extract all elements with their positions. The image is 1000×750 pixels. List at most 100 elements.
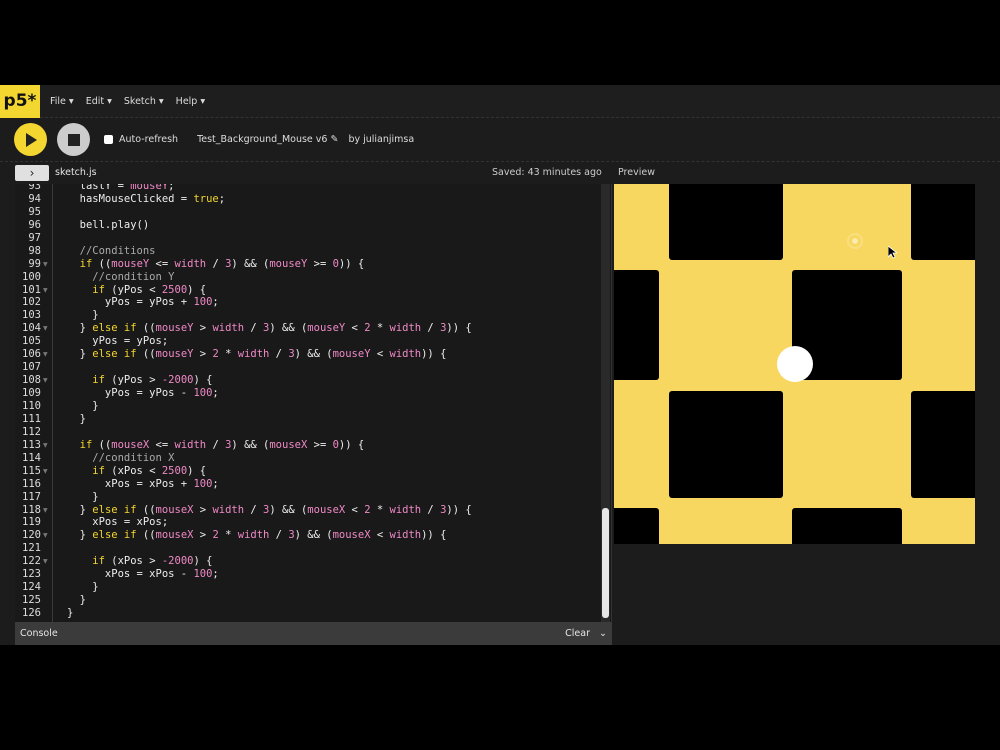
black-square: [669, 184, 783, 260]
fold-arrow-icon[interactable]: ▼: [43, 506, 48, 514]
menu-bar: p5* File ▾ Edit ▾ Sketch ▾ Help ▾: [0, 84, 1000, 118]
line-number: 112: [22, 425, 41, 438]
scrollbar[interactable]: [601, 184, 610, 622]
line-gutter: [15, 184, 53, 622]
code-line[interactable]: //condition X: [67, 451, 175, 464]
auto-refresh-label: Auto-refresh: [119, 134, 179, 145]
fold-arrow-icon[interactable]: ▼: [43, 558, 48, 566]
author[interactable]: by julianjimsa: [348, 134, 415, 145]
line-number: 95: [28, 205, 41, 218]
click-ripple: [847, 233, 863, 249]
chevron-down-icon[interactable]: ⌄: [599, 628, 607, 639]
sketch-name[interactable]: Test_Background_Mouse v6 ✎: [197, 134, 339, 145]
play-icon: [25, 132, 37, 147]
line-number: 123: [22, 568, 41, 581]
stop-icon: [67, 133, 80, 146]
code-editor[interactable]: 93 lastY = mouseY; 94 hasMouseClicked = t…: [15, 184, 612, 622]
p5-logo[interactable]: p5*: [0, 84, 40, 118]
line-number: 93: [28, 184, 41, 192]
line-number: 118: [22, 503, 41, 516]
sidebar-toggle-button[interactable]: ›: [15, 165, 49, 181]
code-line[interactable]: if (yPos > -2000) {: [92, 374, 213, 387]
code-line[interactable]: lastY = mouseY;: [67, 184, 175, 192]
toolbar: Auto-refresh Test_Background_Mouse v6 ✎ …: [0, 118, 1000, 162]
code-line[interactable]: yPos = yPos + 100;: [67, 296, 219, 309]
scrollbar-thumb[interactable]: [602, 508, 609, 618]
file-tab[interactable]: sketch.js: [55, 167, 97, 178]
stop-button[interactable]: [57, 123, 90, 156]
fold-arrow-icon[interactable]: ▼: [43, 325, 48, 333]
line-number: 99: [28, 257, 41, 270]
code-line[interactable]: } else if ((mouseX > 2 * width / 3) && (…: [67, 529, 447, 542]
code-line[interactable]: }: [67, 581, 99, 594]
code-line[interactable]: }: [67, 490, 99, 503]
menu-edit[interactable]: Edit ▾: [85, 95, 112, 107]
console-bar[interactable]: Console Clear ⌄: [15, 622, 612, 645]
code-line[interactable]: if (xPos < 2500) {: [92, 464, 207, 477]
code-line[interactable]: }: [67, 607, 74, 620]
code-line[interactable]: } else if ((mouseX > width / 3) && (mous…: [67, 503, 472, 516]
line-number: 110: [22, 399, 41, 412]
preview-label: Preview: [618, 167, 655, 178]
fold-arrow-icon[interactable]: ▼: [43, 286, 48, 294]
line-number: 100: [22, 270, 41, 283]
cursor-icon: [888, 246, 897, 259]
play-button[interactable]: [14, 123, 47, 156]
code-line[interactable]: xPos = xPos;: [67, 516, 169, 529]
fold-arrow-icon[interactable]: ▼: [43, 532, 48, 540]
line-number: 126: [22, 607, 41, 620]
code-line[interactable]: }: [67, 412, 86, 425]
fold-arrow-icon[interactable]: ▼: [43, 377, 48, 385]
sketch-canvas[interactable]: [614, 184, 975, 544]
line-number: 107: [22, 361, 41, 374]
console-label: Console: [20, 628, 58, 639]
code-line[interactable]: } else if ((mouseY > 2 * width / 3) && (…: [67, 348, 447, 361]
line-number: 115: [22, 464, 41, 477]
code-line[interactable]: if ((mouseY <= width / 3) && (mouseY >= …: [79, 257, 365, 270]
black-square: [911, 391, 975, 498]
line-number: 109: [22, 387, 41, 400]
fold-arrow-icon[interactable]: ▼: [43, 260, 48, 268]
menu-sketch[interactable]: Sketch ▾: [123, 95, 164, 107]
fold-arrow-icon[interactable]: ▼: [43, 351, 48, 359]
p5-editor: p5* File ▾ Edit ▾ Sketch ▾ Help ▾ Auto-r…: [0, 84, 1000, 645]
line-number: 119: [22, 516, 41, 529]
line-number: 120: [22, 529, 41, 542]
black-square: [911, 184, 975, 260]
fold-arrow-icon[interactable]: ▼: [43, 441, 48, 449]
tab-row: › sketch.js Saved: 43 minutes ago Previe…: [0, 162, 1000, 184]
line-number: 104: [22, 322, 41, 335]
line-number: 98: [28, 244, 41, 257]
line-number: 101: [22, 283, 41, 296]
code-line[interactable]: //condition Y: [67, 270, 175, 283]
code-line[interactable]: yPos = yPos - 100;: [67, 387, 219, 400]
black-square: [792, 508, 902, 544]
line-number: 105: [22, 335, 41, 348]
menu-help[interactable]: Help ▾: [175, 95, 206, 107]
code-line[interactable]: if ((mouseX <= width / 3) && (mouseX >= …: [79, 438, 365, 451]
clear-button[interactable]: Clear: [565, 628, 590, 639]
code-line[interactable]: }: [67, 594, 86, 607]
black-square: [614, 508, 659, 544]
line-number: 96: [28, 218, 41, 231]
code-line[interactable]: yPos = yPos;: [67, 335, 169, 348]
auto-refresh-checkbox[interactable]: [104, 135, 113, 144]
code-line[interactable]: }: [67, 309, 99, 322]
code-line[interactable]: if (xPos > -2000) {: [92, 555, 213, 568]
line-number: 108: [22, 374, 41, 387]
line-number: 122: [22, 555, 41, 568]
code-line[interactable]: bell.play(): [67, 218, 150, 231]
code-line[interactable]: if (yPos < 2500) {: [92, 283, 207, 296]
code-line[interactable]: //Conditions: [67, 244, 156, 257]
fold-arrow-icon[interactable]: ▼: [43, 467, 48, 475]
code-line[interactable]: } else if ((mouseY > width / 3) && (mous…: [67, 322, 472, 335]
black-square: [614, 270, 659, 380]
code-line[interactable]: xPos = xPos - 100;: [67, 568, 219, 581]
line-number: 121: [22, 542, 41, 555]
line-number: 125: [22, 594, 41, 607]
code-line[interactable]: xPos = xPos + 100;: [67, 477, 219, 490]
line-number: 103: [22, 309, 41, 322]
code-line[interactable]: hasMouseClicked = true;: [67, 192, 226, 205]
code-line[interactable]: }: [67, 399, 99, 412]
menu-file[interactable]: File ▾: [50, 95, 74, 107]
